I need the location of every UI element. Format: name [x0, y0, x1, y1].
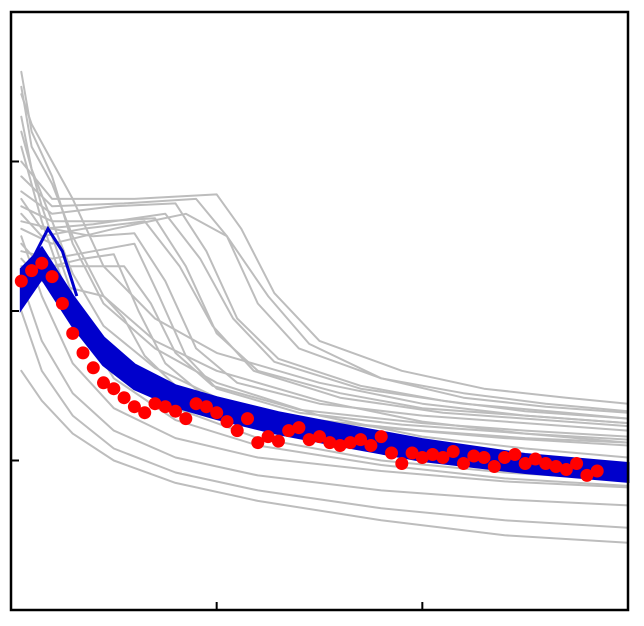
- ensemble-line-22: [20, 242, 629, 438]
- observed-points: [14, 256, 604, 482]
- observed-point-55: [570, 457, 584, 470]
- observed-point-40: [415, 451, 429, 464]
- observed-point-1: [14, 274, 28, 288]
- observed-point-15: [158, 400, 172, 414]
- observed-point-27: [282, 424, 296, 438]
- observed-point-57: [590, 464, 604, 478]
- observed-point-7: [76, 346, 90, 360]
- ensemble-line-14: [20, 175, 629, 413]
- observed-point-30: [313, 430, 326, 444]
- ensemble-line-1: [20, 70, 629, 459]
- ensemble-line-15: [20, 160, 629, 405]
- observed-point-39: [405, 446, 419, 460]
- ensemble-line-19: [20, 212, 629, 428]
- observed-point-52: [539, 457, 553, 470]
- observed-point-45: [467, 449, 481, 463]
- observed-point-49: [508, 448, 522, 461]
- observed-point-25: [261, 430, 275, 444]
- observed-point-11: [117, 391, 131, 405]
- observed-point-26: [271, 434, 285, 448]
- observed-point-16: [169, 404, 182, 418]
- observed-point-31: [323, 436, 337, 450]
- observed-point-51: [528, 452, 542, 466]
- observed-point-54: [559, 463, 573, 476]
- ensemble-lines: [20, 70, 629, 544]
- observed-point-5: [55, 297, 69, 310]
- observed-point-22: [230, 424, 244, 438]
- observed-point-48: [498, 451, 512, 464]
- observed-point-14: [148, 397, 162, 411]
- ensemble-line-10: [20, 369, 629, 544]
- observed-point-10: [107, 382, 121, 396]
- ensemble-line-11: [20, 220, 629, 432]
- observed-point-53: [549, 460, 563, 473]
- observed-point-35: [364, 439, 378, 452]
- observed-point-13: [138, 406, 152, 420]
- observed-point-2: [25, 264, 39, 278]
- observed-point-46: [477, 451, 491, 464]
- ensemble-line-17: [20, 242, 629, 441]
- observed-point-19: [199, 400, 213, 414]
- observed-point-37: [385, 446, 398, 460]
- observed-point-47: [487, 460, 501, 473]
- observed-point-21: [220, 415, 234, 429]
- ensemble-line-7: [20, 235, 629, 489]
- observed-point-50: [518, 457, 532, 470]
- observed-point-38: [395, 457, 409, 470]
- observed-point-34: [354, 433, 368, 447]
- fit-peak-line: [19, 225, 79, 297]
- observed-point-8: [86, 361, 100, 375]
- axes: [9, 10, 630, 612]
- observed-point-17: [179, 412, 193, 426]
- observed-point-29: [302, 433, 316, 447]
- observed-point-41: [426, 448, 440, 461]
- observed-point-42: [436, 451, 450, 464]
- ensemble-line-12: [20, 205, 629, 425]
- observed-point-4: [45, 270, 59, 284]
- observed-point-32: [333, 439, 347, 452]
- observed-point-56: [580, 468, 594, 482]
- plot-frame: [9, 10, 630, 612]
- ensemble-line-9: [20, 310, 629, 529]
- observed-point-33: [343, 436, 357, 450]
- observed-point-9: [97, 376, 110, 390]
- ensemble-line-8: [20, 280, 629, 507]
- observed-point-43: [446, 445, 460, 458]
- observed-point-28: [292, 421, 306, 435]
- observed-point-18: [189, 397, 203, 411]
- observed-point-36: [374, 430, 388, 444]
- observed-point-20: [210, 406, 224, 420]
- observed-point-24: [251, 436, 265, 450]
- ensemble-line-16: [20, 212, 629, 414]
- ensemble-line-3: [20, 93, 629, 425]
- observed-point-23: [241, 412, 254, 426]
- ensemble-line-20: [20, 197, 629, 420]
- observed-point-6: [66, 326, 80, 340]
- observed-point-44: [457, 457, 470, 470]
- ensemble-line-6: [20, 145, 629, 487]
- observed-point-3: [35, 256, 49, 270]
- observed-point-12: [127, 400, 141, 414]
